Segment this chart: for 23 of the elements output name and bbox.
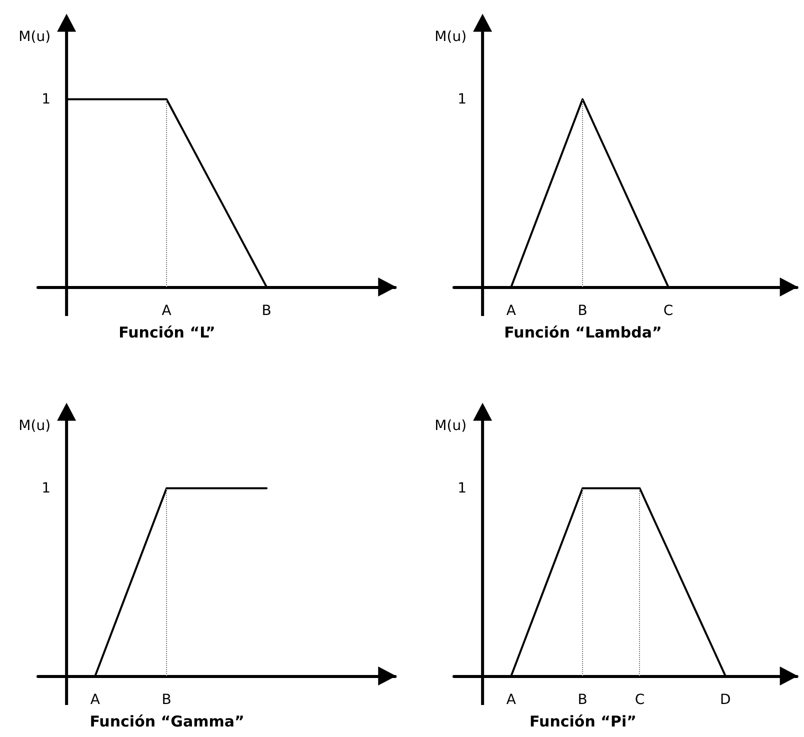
x-tick-label: A [506,692,516,708]
text: Función “Gamma” [90,712,244,730]
x-tick-label: B [578,302,588,319]
y-axis-title: M(u) [18,418,51,434]
y-axis-title: M(u) [434,28,467,45]
annotation: 1 [458,91,467,108]
x-tick-label: A [506,302,516,319]
x-tick-label: A [162,302,172,319]
annotation: 1 [42,91,51,108]
x-tick-label: B [578,692,588,708]
x-tick-label: A [90,692,100,708]
text: Función “Pi” [530,712,636,730]
x-tick-label: B [162,692,172,708]
annotation: 1 [42,480,51,496]
y-axis-title: M(u) [18,28,51,45]
x-tick-label: C [663,302,674,319]
text: Función “L” [118,324,216,342]
y-axis-title: M(u) [434,418,467,434]
x-tick-label: B [262,302,272,319]
annotation: 1 [458,480,467,496]
x-tick-label: D [720,692,731,708]
text: Función “Lambda” [504,324,662,342]
x-tick-label: C [634,692,645,708]
